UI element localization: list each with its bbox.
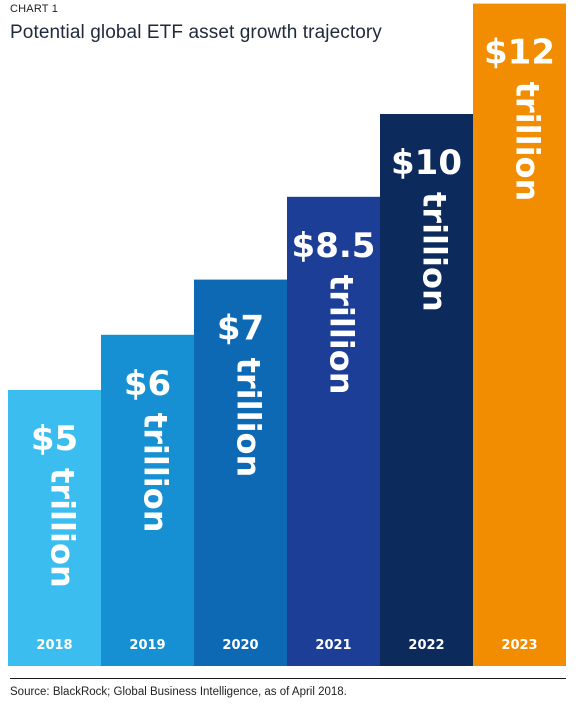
value-label-2020: $7: [217, 309, 264, 349]
value-label-2022: $10: [391, 143, 462, 183]
unit-label-2023: trillion: [509, 82, 547, 202]
value-label-2021: $8.5: [292, 226, 376, 266]
tick-label-2020: 2020: [222, 638, 258, 653]
bar-2018: [8, 390, 101, 666]
value-label-2023: $12: [484, 33, 555, 73]
unit-label-2021: trillion: [323, 275, 361, 395]
tick-label-2021: 2021: [315, 638, 351, 653]
value-label-2018: $5: [31, 419, 78, 459]
unit-label-2020: trillion: [230, 358, 268, 478]
chart-eyebrow: CHART 1: [10, 3, 59, 15]
bar-2020: [194, 279, 287, 666]
tick-label-2019: 2019: [129, 638, 165, 653]
bar-2019: [101, 334, 194, 666]
unit-label-2018: trillion: [44, 468, 82, 588]
bar-2023: [473, 3, 566, 667]
unit-label-2019: trillion: [137, 413, 175, 533]
footer-divider: [10, 678, 566, 679]
chart-title: Potential global ETF asset growth trajec…: [10, 22, 382, 43]
tick-label-2022: 2022: [408, 638, 444, 653]
bar-chart: $5 trillion 2018 $6 trillion 2019 $7 trillion 20…: [8, 3, 566, 667]
source-note: Source: BlackRock; Global Business Intel…: [10, 686, 347, 698]
unit-label-2022: trillion: [416, 192, 454, 312]
bar-2021: [287, 196, 380, 667]
tick-label-2023: 2023: [501, 638, 537, 653]
tick-label-2018: 2018: [36, 638, 72, 653]
bar-2022: [380, 114, 473, 666]
value-label-2019: $6: [124, 364, 171, 404]
